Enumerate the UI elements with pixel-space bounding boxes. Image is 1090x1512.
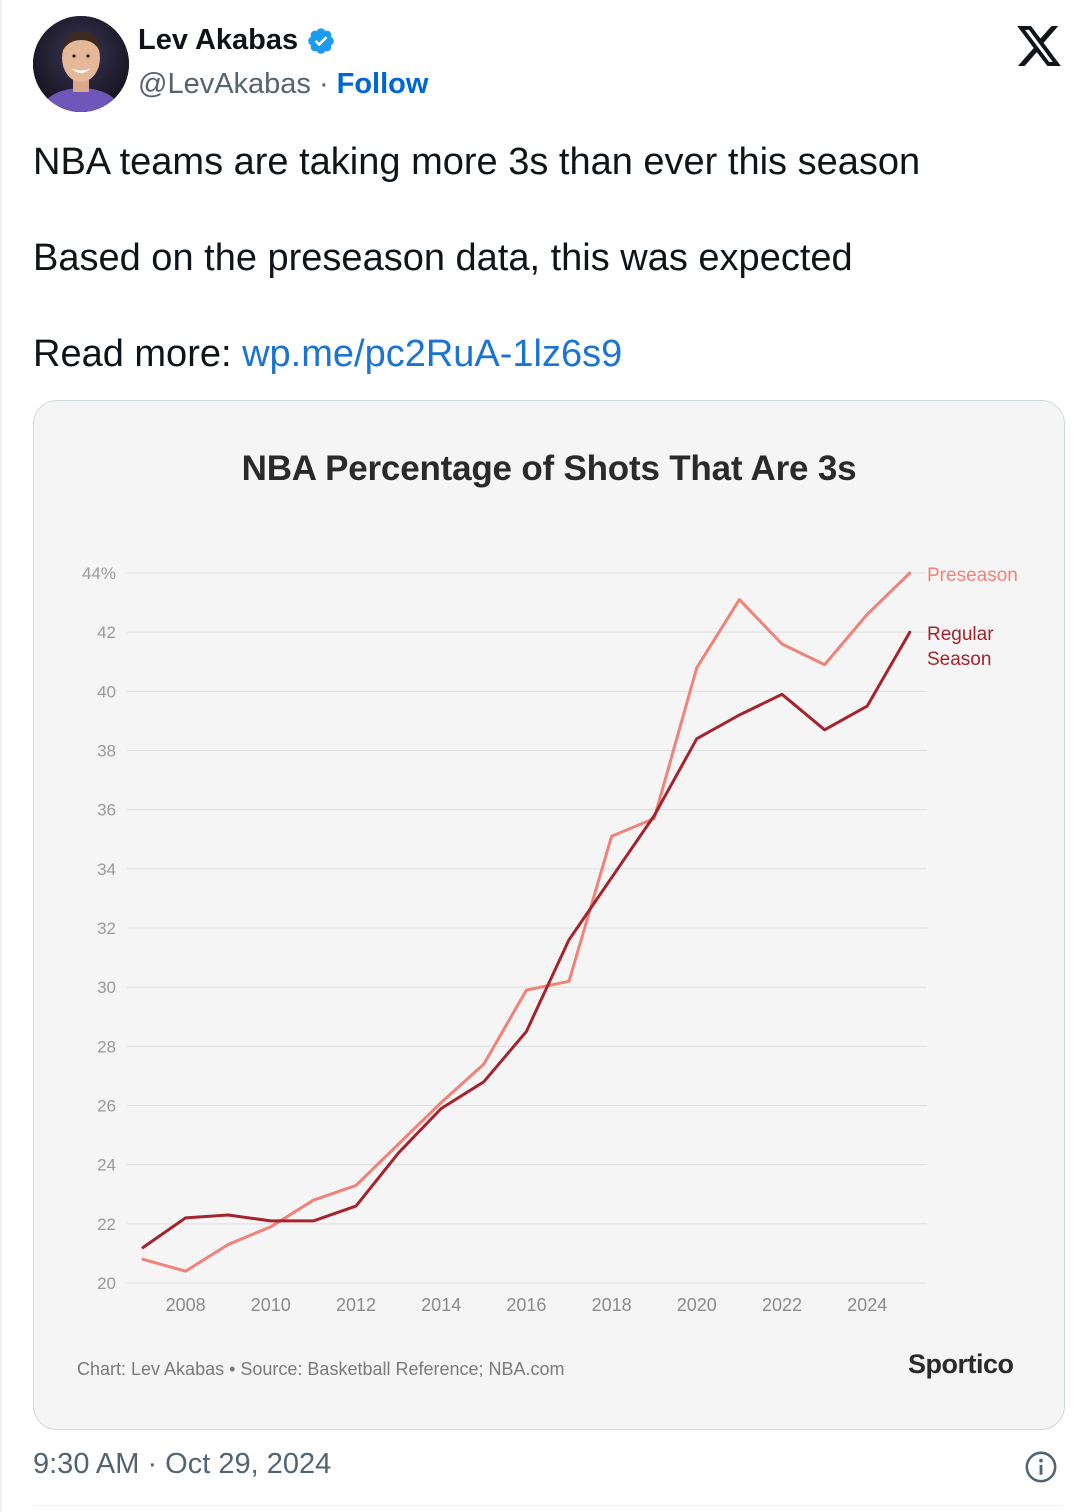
x-tick-label: 2020 [677, 1295, 717, 1315]
line-chart: 44% 42 40 38 36 34 32 30 28 26 24 22 20 2008 2010 2012 2… [82, 564, 1018, 1315]
legend-label: Season [927, 649, 991, 670]
y-tick-label: 40 [97, 682, 116, 701]
y-tick-label: 30 [97, 978, 116, 997]
read-more-label: Read more: [33, 333, 243, 375]
handle-row: @LevAkabas · Follow [138, 68, 428, 101]
info-icon[interactable] [1024, 1450, 1058, 1484]
x-tick-label: 2012 [336, 1295, 376, 1315]
verified-badge-icon [308, 27, 334, 54]
x-tick-label: 2014 [421, 1295, 461, 1315]
author-name[interactable]: Lev Akabas [138, 24, 299, 56]
left-border [0, 0, 2, 1512]
series-line-regular-season [141, 630, 912, 1249]
x-tick-label: 2018 [592, 1295, 632, 1315]
separator-dot: · [318, 68, 329, 100]
bottom-divider [33, 1505, 1063, 1506]
legend-label: Regular [927, 624, 994, 645]
article-link[interactable]: wp.me/pc2RuA-1lz6s9 [242, 333, 623, 375]
y-tick-label: 42 [97, 623, 116, 642]
y-tick-label: 34 [97, 860, 116, 879]
y-tick-label: 26 [97, 1097, 116, 1116]
series-line-preseason [141, 571, 912, 1273]
tweet-text-line-2: Based on the preseason data, this was ex… [33, 237, 853, 279]
y-tick-label: 22 [97, 1215, 116, 1234]
tweet-text-line-1: NBA teams are taking more 3s than ever t… [33, 141, 921, 183]
avatar-photo-icon [33, 16, 129, 112]
x-tick-label: 2016 [506, 1295, 546, 1315]
follow-button[interactable]: Follow [336, 68, 429, 100]
x-tick-label: 2024 [847, 1295, 887, 1315]
y-tick-label: 44% [82, 564, 116, 583]
chart-image-card[interactable]: NBA Percentage of Shots That Are 3s 44% 4… [33, 400, 1065, 1430]
x-tick-label: 2008 [166, 1295, 206, 1315]
y-tick-label: 24 [97, 1156, 116, 1175]
tweet-text-line-3: Read more: wp.me/pc2RuA-1lz6s9 [33, 333, 622, 376]
y-tick-label: 28 [97, 1037, 116, 1056]
chart-title: NBA Percentage of Shots That Are 3s [241, 449, 857, 488]
y-tick-label: 38 [97, 742, 116, 761]
x-tick-label: 2022 [762, 1295, 802, 1315]
y-tick-label: 32 [97, 919, 116, 938]
tweet-timestamp[interactable]: 9:30 AM · Oct 29, 2024 [33, 1448, 332, 1480]
x-logo-icon[interactable] [1016, 26, 1062, 66]
sportico-logo: Sportico [908, 1349, 1014, 1379]
x-tick-label: 2010 [251, 1295, 291, 1315]
author-name-row: Lev Akabas [138, 24, 336, 57]
y-tick-label: 36 [97, 801, 116, 820]
chart-footnote: Chart: Lev Akabas • Source: Basketball R… [77, 1359, 565, 1379]
legend-label: Preseason [927, 565, 1018, 586]
y-tick-label: 20 [97, 1274, 116, 1293]
author-handle[interactable]: @LevAkabas [138, 68, 311, 100]
avatar[interactable] [33, 16, 129, 112]
